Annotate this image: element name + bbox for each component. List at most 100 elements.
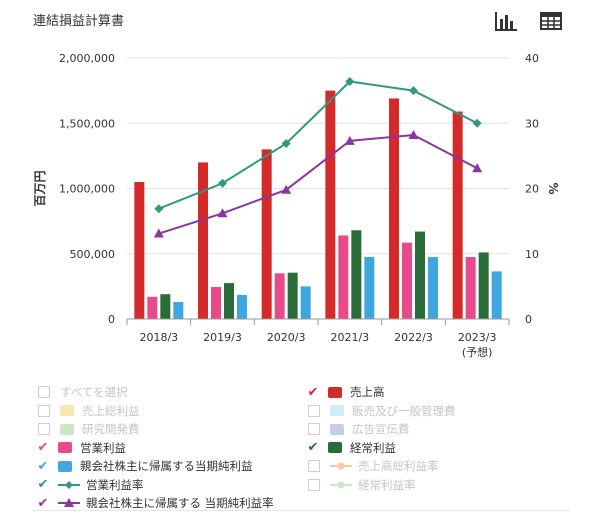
checkmark-icon[interactable]: ✔	[37, 477, 49, 492]
legend-item[interactable]: 売上高総利益率	[306, 457, 439, 475]
chart-title: 連結損益計算書	[33, 14, 125, 29]
checkbox-empty[interactable]	[308, 404, 320, 417]
legend-item[interactable]: 売上総利益	[36, 402, 140, 420]
bar	[351, 230, 362, 319]
bar	[325, 90, 336, 319]
bar	[224, 283, 234, 319]
y-tick-label-left: 1,000,000	[59, 183, 115, 196]
y-axis-label-left: 百万円	[33, 170, 47, 206]
bar	[134, 181, 145, 319]
legend-label: 広告宣伝費	[352, 422, 410, 436]
bar	[389, 98, 399, 319]
table-icon[interactable]	[538, 8, 564, 34]
legend-item[interactable]: ✔ 経常利益	[306, 439, 396, 457]
legend-label: 研究開発費	[82, 422, 140, 436]
legend-item[interactable]: 広告宣伝費	[306, 420, 410, 438]
legend-item[interactable]: ✔ 親会社株主に帰属する 当期純利益率	[36, 494, 274, 512]
legend-label: 経常利益	[350, 440, 396, 455]
line-point	[281, 138, 291, 148]
checkbox-empty[interactable]	[38, 404, 50, 417]
y-tick-label-right: 20	[525, 183, 539, 196]
bar	[415, 231, 425, 319]
legend-item[interactable]: すべてを選択	[36, 383, 128, 401]
line-group	[153, 76, 483, 238]
legend-item[interactable]: ✔ 親会社株主に帰属する当期純利益	[36, 457, 253, 475]
y-tick-label-left: 2,000,000	[59, 52, 115, 65]
legend-label: 経常利益率	[358, 477, 416, 492]
legend-label: 親会社株主に帰属する 当期純利益率	[86, 496, 274, 510]
legend-swatch	[60, 405, 74, 416]
bar	[261, 149, 272, 319]
legend-swatch	[330, 423, 344, 435]
line-point	[218, 178, 227, 188]
series-line	[158, 133, 478, 235]
legend-swatch	[330, 405, 344, 416]
legend-label: 売上高総利益率	[358, 459, 439, 473]
y-tick-label-right: 30	[525, 117, 539, 130]
x-tick-label: 2021/3	[330, 331, 369, 344]
legend-line-marker	[58, 497, 80, 509]
legend-item[interactable]: 販売及び一般管理費	[306, 402, 456, 420]
checkmark-icon[interactable]: ✔	[307, 384, 319, 400]
checkmark-icon[interactable]: ✔	[37, 495, 49, 511]
x-tick-label: 2018/3	[139, 331, 178, 344]
line-point	[408, 129, 419, 139]
bar	[147, 296, 158, 319]
grid-lines	[127, 57, 509, 320]
line-point	[217, 208, 228, 218]
x-tick-label: 2022/3	[394, 331, 433, 344]
x-tick-label: 2019/3	[203, 331, 242, 344]
checkmark-icon[interactable]: ✔	[307, 440, 319, 455]
legend-label: 営業利益率	[86, 477, 144, 492]
x-tick-label: 2023/3	[458, 331, 497, 344]
bar	[465, 257, 476, 319]
legend-label: 売上総利益	[82, 403, 140, 418]
legend-swatch	[58, 442, 72, 453]
checkbox-empty[interactable]	[308, 423, 320, 435]
checkmark-icon[interactable]: ✔	[37, 440, 49, 455]
legend-item[interactable]: 経常利益率	[306, 476, 416, 494]
bar	[198, 162, 208, 319]
legend-line-marker	[58, 479, 80, 491]
y-tick-label-left: 1,500,000	[59, 117, 115, 130]
checkbox-empty[interactable]	[308, 478, 320, 491]
bar	[338, 235, 349, 319]
bar	[428, 257, 438, 319]
legend-item[interactable]: ✔ 売上高	[306, 383, 385, 401]
line-point	[472, 163, 483, 173]
bar	[173, 302, 184, 319]
y-axis-label-right: %	[546, 182, 560, 194]
legend-label: すべてを選択	[60, 385, 128, 399]
line-point	[153, 228, 164, 238]
bar	[452, 111, 463, 319]
legend-item[interactable]: 研究開発費	[36, 420, 140, 438]
bar-group	[134, 90, 502, 319]
bar	[160, 294, 171, 319]
bar	[402, 242, 412, 319]
bar	[237, 294, 247, 319]
bar	[364, 257, 375, 319]
legend-swatch	[328, 442, 342, 453]
checkbox-empty[interactable]	[38, 423, 50, 435]
bar	[478, 252, 489, 319]
line-point	[345, 76, 355, 86]
checkmark-icon[interactable]: ✔	[37, 458, 49, 474]
bar	[274, 273, 285, 319]
legend-swatch	[328, 386, 342, 398]
legend-label: 親会社株主に帰属する当期純利益	[80, 459, 253, 473]
checkbox-empty[interactable]	[308, 460, 320, 472]
checkbox-empty[interactable]	[38, 386, 50, 398]
legend-item[interactable]: ✔ 営業利益率	[36, 476, 144, 494]
legend-swatch	[58, 460, 72, 472]
line-point	[472, 118, 482, 128]
axes: 0 0 500,000 10 1,000,000 20 1,500,000 30 2,000,0…	[33, 52, 560, 359]
line-point	[281, 184, 292, 194]
legend-swatch	[60, 423, 74, 435]
legend-label: 営業利益	[80, 440, 126, 455]
legend-item[interactable]: ✔ 営業利益	[36, 439, 126, 457]
x-tick-label: 2020/3	[267, 331, 306, 344]
bar-chart-icon[interactable]	[493, 8, 519, 34]
y-tick-label-left: 0	[108, 313, 115, 326]
x-tick-sublabel: (予想)	[462, 345, 493, 359]
